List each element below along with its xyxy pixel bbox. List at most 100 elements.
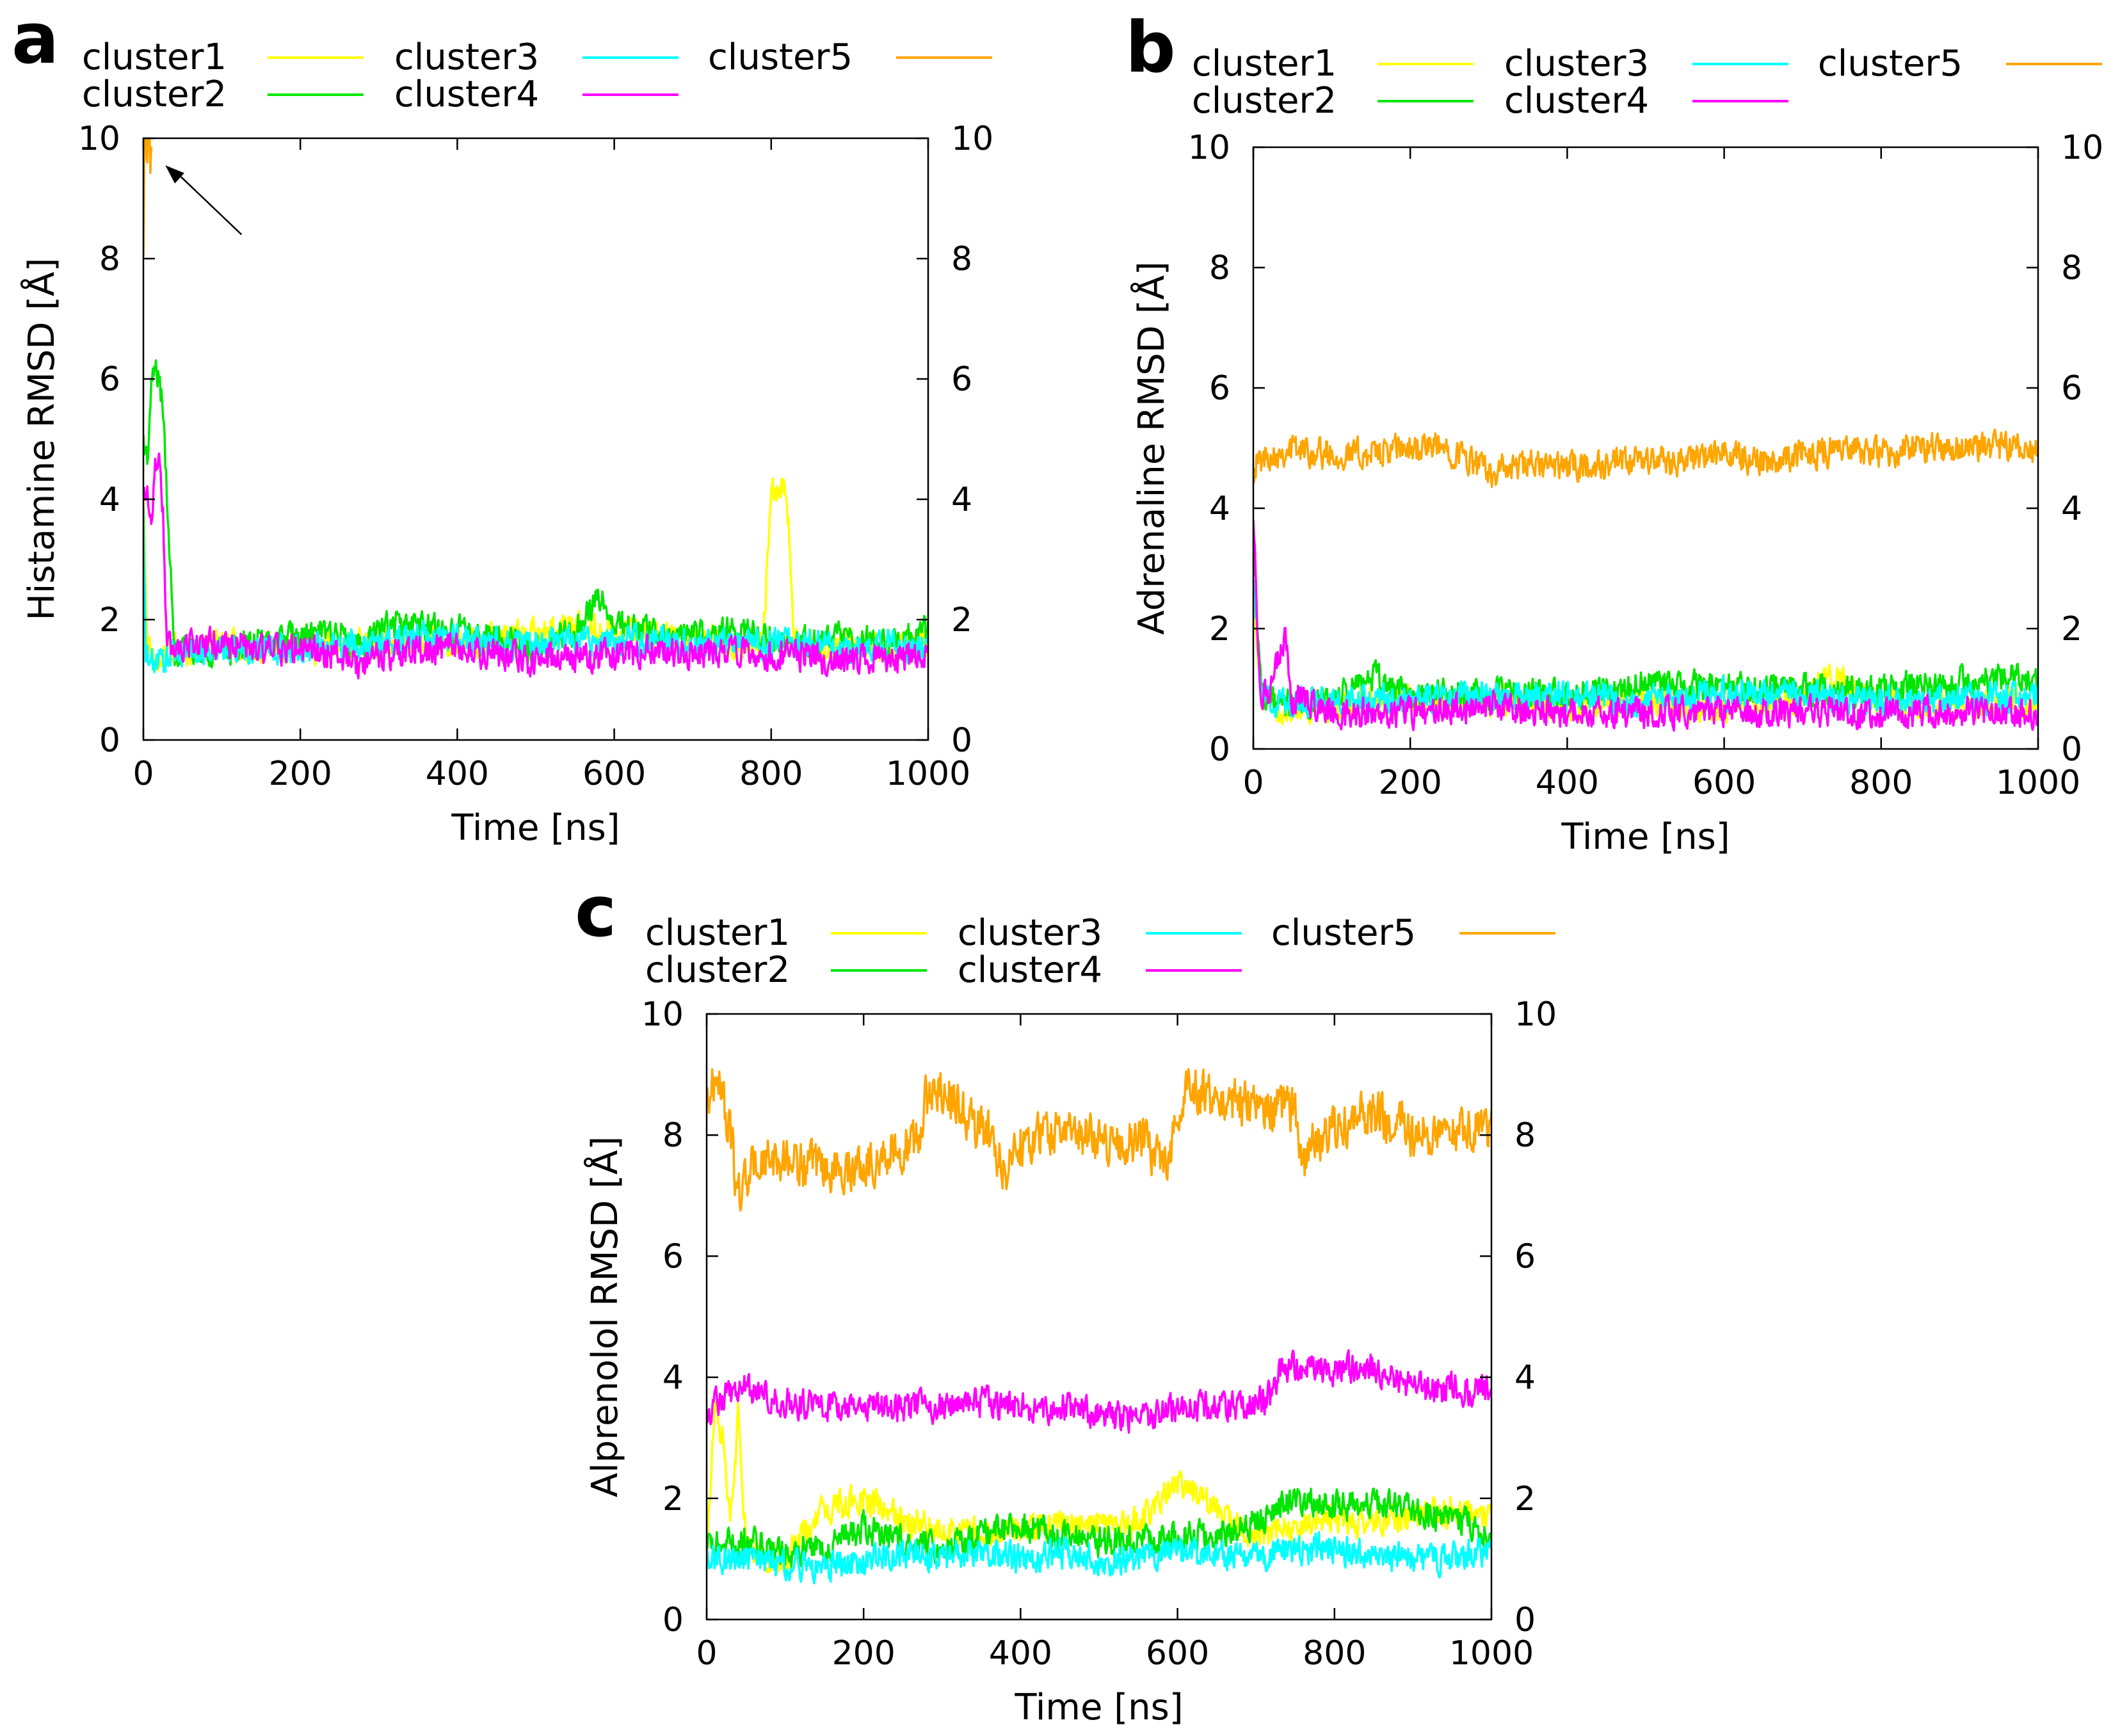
panel-b-xtick-label: 800 bbox=[1849, 764, 1913, 802]
panel-b-legend-label-cluster5: cluster5 bbox=[1818, 43, 1963, 84]
panel-b-ytick-label-right: 0 bbox=[2061, 730, 2082, 769]
panel-a-chart: a cluster1cluster2cluster3cluster4cluste… bbox=[12, 0, 993, 849]
panel-c-ytick-label-right: 0 bbox=[1514, 1601, 1536, 1639]
panel-a-series-group bbox=[143, 138, 928, 680]
panel-a-legend-label-cluster3: cluster3 bbox=[394, 36, 539, 78]
panel-c-ytick-label-right: 4 bbox=[1514, 1359, 1536, 1397]
panel-a-ytick-label-right: 4 bbox=[951, 481, 972, 519]
panel-a-xtick-label: 400 bbox=[426, 755, 489, 793]
panel-b-ytick-label-left: 6 bbox=[1209, 369, 1230, 408]
panel-a-ytick-label-left: 10 bbox=[78, 120, 120, 158]
panel-c-plot-frame bbox=[705, 1013, 1493, 1621]
panel-b-ytick-label-left: 2 bbox=[1209, 610, 1230, 648]
panel-a-legend-label-cluster2: cluster2 bbox=[82, 74, 227, 115]
panel-c-series-cluster2 bbox=[707, 1487, 1491, 1568]
panel-b-series-cluster2 bbox=[1253, 549, 2038, 720]
panel-c-ytick-label-left: 0 bbox=[662, 1601, 684, 1639]
panel-c-xtick-label: 0 bbox=[696, 1634, 717, 1673]
panel-b-ytick-label-right: 4 bbox=[2061, 490, 2082, 528]
panel-a-ytick-label-right: 6 bbox=[951, 360, 972, 399]
panel-c-ytick-label-right: 6 bbox=[1514, 1237, 1536, 1276]
panel-a-ytick-label-left: 2 bbox=[99, 601, 120, 639]
panel-b-chart: b cluster1cluster2cluster3cluster4cluste… bbox=[1125, 6, 2103, 858]
panel-a-ytick-label-right: 10 bbox=[951, 120, 993, 158]
panel-c-xtick-label: 600 bbox=[1146, 1634, 1209, 1673]
panel-c-series-cluster3 bbox=[707, 1531, 1491, 1585]
panel-a-y-axis-label: Histamine RMSD [Å] bbox=[20, 258, 63, 621]
panel-a-letter: a bbox=[12, 0, 59, 79]
panel-b-series-cluster3 bbox=[1253, 580, 2038, 719]
panel-a-series-cluster4 bbox=[143, 452, 928, 680]
panel-c-series-cluster5 bbox=[707, 1068, 1491, 1212]
panel-a-ytick-label-left: 0 bbox=[99, 721, 120, 760]
panel-a-x-axis-label: Time [ns] bbox=[451, 807, 620, 849]
panel-b-xtick-label: 600 bbox=[1692, 764, 1756, 802]
panel-a-ytick-label-left: 8 bbox=[99, 240, 120, 278]
panel-b-series-group bbox=[1253, 428, 2038, 732]
panel-b-plot-frame bbox=[1252, 146, 2039, 750]
panel-c-ytick-label-right: 2 bbox=[1514, 1480, 1536, 1518]
panel-c-ytick-label-left: 2 bbox=[662, 1480, 684, 1518]
panel-b-ytick-label-left: 10 bbox=[1188, 129, 1230, 167]
panel-c-ytick-label-right: 8 bbox=[1514, 1116, 1536, 1155]
panel-c-series-group bbox=[707, 1068, 1491, 1585]
panel-c-x-axis-label: Time [ns] bbox=[1014, 1687, 1183, 1728]
panel-a-xtick-label: 1000 bbox=[886, 755, 970, 793]
panel-c-ytick-label-left: 10 bbox=[641, 995, 684, 1034]
panel-b-xtick-label: 0 bbox=[1242, 764, 1264, 802]
panel-a-xtick-label: 200 bbox=[269, 755, 332, 793]
panel-b-xtick-label: 200 bbox=[1379, 764, 1442, 802]
panel-c-xtick-label: 800 bbox=[1303, 1634, 1366, 1673]
panel-c-legend-label-cluster2: cluster2 bbox=[645, 949, 790, 991]
panel-c-legend-label-cluster3: cluster3 bbox=[958, 912, 1102, 954]
panel-a-plot-frame bbox=[142, 137, 929, 741]
panel-a-ytick-label-right: 0 bbox=[951, 721, 972, 760]
panel-b-ytick-label-left: 8 bbox=[1209, 249, 1230, 287]
panel-c-ytick-label-right: 10 bbox=[1514, 995, 1557, 1034]
panel-a-ytick-label-left: 4 bbox=[99, 481, 120, 519]
panel-b-ytick-label-right: 8 bbox=[2061, 249, 2082, 287]
panel-b-ytick-label-left: 4 bbox=[1209, 490, 1230, 528]
panel-b-legend-label-cluster4: cluster4 bbox=[1504, 80, 1649, 122]
panel-a-annotation-arrow-head bbox=[165, 165, 184, 184]
panel-c-series-cluster4 bbox=[707, 1349, 1491, 1434]
panel-c-xtick-label: 200 bbox=[832, 1634, 895, 1673]
panel-c-legend-label-cluster4: cluster4 bbox=[958, 949, 1102, 991]
panel-a-xtick-label: 600 bbox=[582, 755, 646, 793]
panel-c-ytick-label-left: 8 bbox=[662, 1116, 684, 1155]
panel-a-xtick-label: 0 bbox=[132, 755, 154, 793]
panel-b-legend-label-cluster1: cluster1 bbox=[1192, 43, 1337, 84]
panel-b-letter: b bbox=[1125, 6, 1176, 88]
panel-a-xtick-label: 800 bbox=[739, 755, 803, 793]
panel-a-ytick-label-right: 8 bbox=[951, 240, 972, 278]
panel-b-y-axis-label: Adrenaline RMSD [Å] bbox=[1130, 261, 1173, 635]
panel-c-ytick-label-left: 6 bbox=[662, 1237, 684, 1276]
panel-b-ytick-label-right: 6 bbox=[2061, 369, 2082, 408]
panel-b-legend-label-cluster3: cluster3 bbox=[1504, 43, 1649, 84]
panel-a-ytick-label-left: 6 bbox=[99, 360, 120, 399]
panel-b-xtick-label: 400 bbox=[1536, 764, 1599, 802]
panel-b-ytick-label-left: 0 bbox=[1209, 730, 1230, 769]
panel-c-xtick-label: 400 bbox=[989, 1634, 1052, 1673]
panel-a-series-cluster5 bbox=[143, 138, 153, 257]
panel-c-xtick-label: 1000 bbox=[1449, 1634, 1534, 1673]
panel-b-series-cluster5 bbox=[1253, 428, 2038, 488]
panel-b-legend-label-cluster2: cluster2 bbox=[1192, 80, 1337, 122]
panel-c-ytick-label-left: 4 bbox=[662, 1359, 684, 1397]
panel-c-chart: c cluster1cluster2cluster3cluster4cluste… bbox=[575, 871, 1557, 1728]
panel-b-ytick-label-right: 2 bbox=[2061, 610, 2082, 648]
panel-a-legend-label-cluster4: cluster4 bbox=[394, 74, 539, 115]
panel-a-annotation-arrow-shaft bbox=[173, 170, 243, 236]
panel-b-series-cluster4 bbox=[1253, 519, 2038, 732]
panel-c-y-axis-label: Alprenolol RMSD [Å] bbox=[584, 1136, 626, 1497]
panel-c-letter: c bbox=[575, 871, 616, 952]
panel-c-legend-label-cluster1: cluster1 bbox=[645, 912, 790, 954]
panel-b-ytick-label-right: 10 bbox=[2061, 129, 2103, 167]
